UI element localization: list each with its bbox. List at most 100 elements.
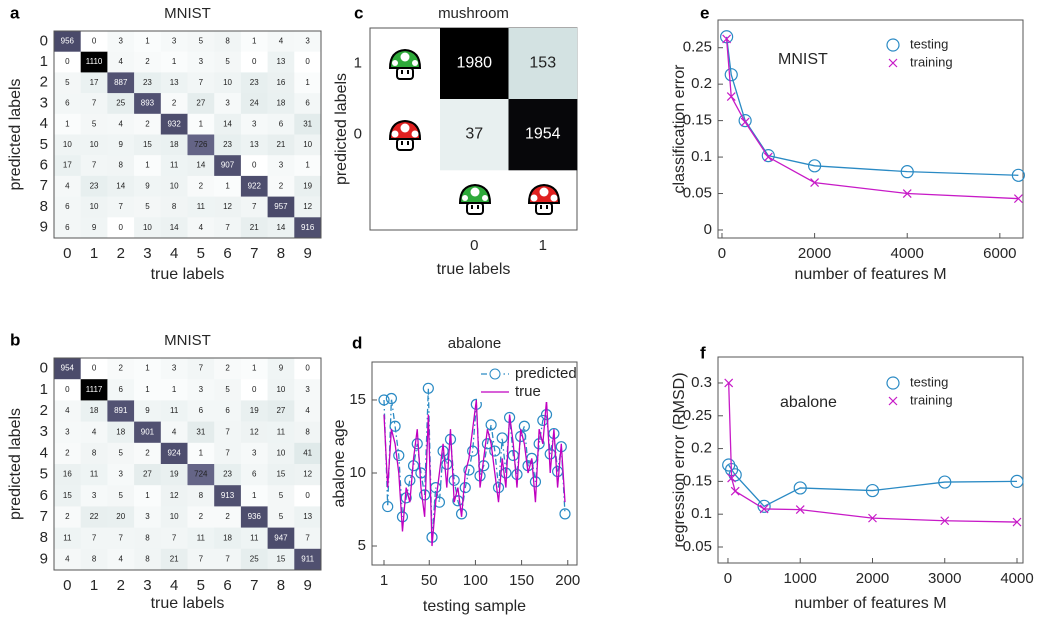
cell-label: 10 xyxy=(90,140,99,149)
cell xyxy=(267,175,295,197)
point xyxy=(518,420,530,432)
cell-label: 8 xyxy=(305,427,310,436)
x-tick-label: 100 xyxy=(463,572,488,589)
y-tick-label: 8 xyxy=(40,198,48,215)
cell-label: 2 xyxy=(145,57,150,66)
cell xyxy=(54,485,81,507)
x-tick-label: 8 xyxy=(277,245,285,262)
cell-label: 18 xyxy=(276,99,285,108)
cell xyxy=(240,196,268,218)
point xyxy=(900,165,914,179)
cell-label: 1 xyxy=(305,161,310,170)
y-tick-label: 9 xyxy=(40,219,48,236)
x-tick-label: 1 xyxy=(90,245,98,262)
cell xyxy=(107,548,135,571)
point xyxy=(481,438,494,450)
cell-label: 3 xyxy=(119,36,124,45)
cell-label: 25 xyxy=(250,555,259,564)
cell-label: 0 xyxy=(252,57,257,66)
cell-label: 11 xyxy=(90,470,99,479)
cell xyxy=(240,93,268,115)
cell xyxy=(107,134,135,156)
cell xyxy=(267,72,295,94)
cell xyxy=(80,506,108,528)
cell-label: 1 xyxy=(145,161,150,170)
cell-label: 4 xyxy=(65,181,70,190)
cell-label: 7 xyxy=(252,202,257,211)
cell xyxy=(214,31,242,52)
y-tick-label: 1 xyxy=(354,54,362,71)
cell-label: 5 xyxy=(92,119,97,128)
cell xyxy=(187,196,215,218)
cell-label: 1954 xyxy=(525,126,561,143)
cell-label: 8 xyxy=(172,202,177,211)
cell-label: 0 xyxy=(305,57,310,66)
point xyxy=(865,483,880,498)
cell-label: 2 xyxy=(225,364,230,373)
point xyxy=(455,508,468,520)
icon-edible xyxy=(459,184,491,215)
cell-label: 10 xyxy=(170,512,179,521)
cell xyxy=(240,464,268,486)
cell-label: 0 xyxy=(305,364,310,373)
cell-label: 4 xyxy=(172,427,177,436)
cell xyxy=(214,527,242,550)
cell-label: 14 xyxy=(116,181,125,190)
x-tick-label: 4000 xyxy=(1000,570,1033,587)
cell-label: 3 xyxy=(305,385,310,394)
y-tick-label: 1 xyxy=(40,381,48,398)
cell xyxy=(214,400,242,422)
x-tick-label: 3 xyxy=(143,245,151,262)
cell-label: 6 xyxy=(65,99,70,108)
cell xyxy=(214,358,242,380)
cell-label: 7 xyxy=(225,449,230,458)
x-tick-label: 5 xyxy=(197,577,205,594)
cell xyxy=(80,217,108,239)
cell-label: 3 xyxy=(92,491,97,500)
cell-label: 1 xyxy=(252,364,257,373)
cell-label: 24 xyxy=(250,99,259,108)
cell xyxy=(294,155,322,177)
y-axis-label: predicted labels xyxy=(7,78,24,190)
y-tick-label: 0 xyxy=(40,360,48,377)
cell xyxy=(294,196,322,218)
cell-label: 7 xyxy=(199,78,204,87)
cell-label: 957 xyxy=(274,202,288,211)
cell-label: 2 xyxy=(199,512,204,521)
cell-label: 2 xyxy=(145,449,150,458)
point xyxy=(559,508,571,520)
cell-label: 27 xyxy=(196,99,205,108)
cell xyxy=(294,31,322,52)
cell-label: 6 xyxy=(225,406,230,415)
x-tick-label: 3 xyxy=(143,577,151,594)
cell xyxy=(160,93,188,115)
point xyxy=(1013,194,1023,204)
cell xyxy=(160,196,188,218)
cell-label: 4 xyxy=(199,223,204,232)
cell-label: 6 xyxy=(252,470,257,479)
point xyxy=(757,499,771,513)
cell-label: 7 xyxy=(172,533,177,542)
cell-label: 1 xyxy=(172,385,177,394)
cell xyxy=(294,464,322,486)
cell xyxy=(294,421,322,444)
cell-label: 13 xyxy=(276,57,285,66)
annotation: abalone xyxy=(780,394,837,411)
legend-marker xyxy=(886,376,900,390)
cell-label: 14 xyxy=(196,161,205,170)
y-tick-label: 3 xyxy=(40,423,48,440)
cell-label: 2 xyxy=(225,512,230,521)
cell-label: 8 xyxy=(225,36,230,45)
legend-label: training xyxy=(910,392,953,407)
cell xyxy=(294,379,322,401)
cell-label: 726 xyxy=(194,140,208,149)
cell-label: 891 xyxy=(114,406,128,415)
cell xyxy=(440,99,509,171)
cell xyxy=(187,134,215,156)
cell-label: 23 xyxy=(250,78,259,87)
cell-label: 0 xyxy=(252,385,257,394)
cell-label: 8 xyxy=(92,555,97,564)
cell-label: 1 xyxy=(252,36,257,45)
cell xyxy=(267,155,295,177)
cell-label: 932 xyxy=(167,119,181,128)
